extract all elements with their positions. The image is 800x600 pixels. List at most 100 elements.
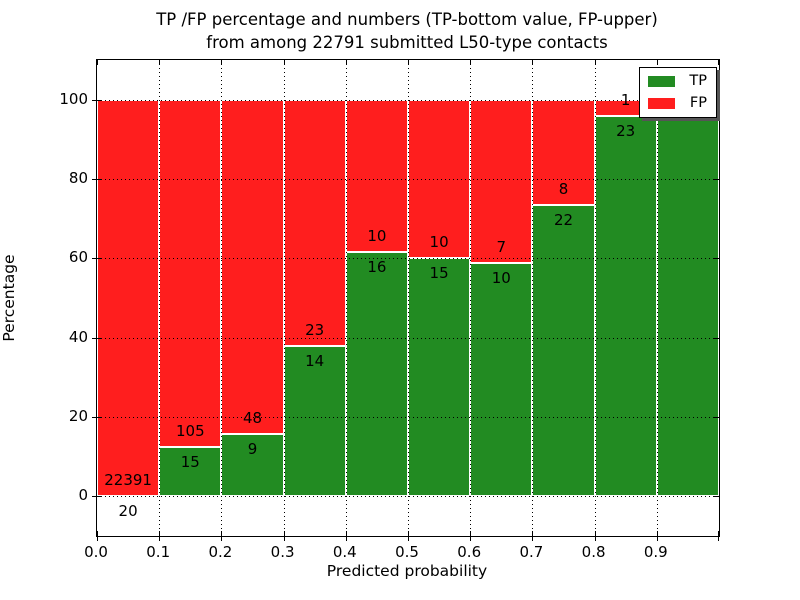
x-tick-mark — [159, 537, 161, 541]
x-tick-mark — [97, 537, 98, 541]
x-tick-mark-top — [345, 60, 347, 65]
y-tick-mark — [97, 99, 102, 101]
tp-bar-segment — [159, 446, 222, 497]
y-tick-label: 80 — [68, 169, 88, 187]
tp-count-label: 20 — [118, 501, 138, 520]
x-tick-label: 0.4 — [332, 543, 357, 561]
x-tick-mark — [159, 531, 161, 536]
x-tick-mark — [345, 537, 347, 541]
x-tick-mark — [283, 537, 285, 541]
vertical-gridline — [594, 60, 596, 536]
legend-swatch-fp — [648, 98, 675, 109]
y-tick-mark — [92, 496, 96, 498]
x-tick-mark — [594, 537, 596, 541]
tp-count-label: 15 — [180, 452, 200, 471]
legend-row: TP — [648, 74, 707, 89]
chart-title-line2: from among 22791 submitted L50-type cont… — [206, 33, 608, 52]
fp-bar-segment — [159, 99, 222, 447]
y-tick-mark-right — [714, 417, 719, 418]
tp-count-label: 9 — [247, 439, 258, 458]
y-tick-mark — [92, 417, 96, 418]
legend-label-fp: FP — [689, 95, 707, 111]
x-tick-mark — [718, 537, 719, 541]
fp-count-label: 23 — [305, 321, 325, 340]
y-tick-mark — [97, 179, 102, 180]
plot-area: TP FP 22391 20 105 15 48 9 23 14 10 16 10 15 7 10 8 22 1 2… — [92, 59, 720, 541]
y-tick-mark — [97, 417, 102, 418]
tp-count-label: 16 — [367, 258, 387, 277]
x-tick-mark — [532, 537, 534, 541]
vertical-gridline — [408, 60, 409, 536]
vertical-gridline — [532, 60, 534, 536]
x-tick-mark-top — [532, 60, 534, 65]
x-tick-label: 0.7 — [519, 543, 544, 561]
y-tick-mark-right — [714, 258, 719, 260]
x-tick-label: 0.1 — [146, 543, 171, 561]
y-tick-mark — [92, 179, 96, 180]
tp-bar-segment — [656, 99, 719, 497]
y-tick-mark — [92, 337, 96, 339]
vertical-gridline — [656, 60, 658, 536]
x-tick-mark — [345, 531, 347, 536]
vertical-gridline — [283, 60, 285, 536]
vertical-gridline — [159, 60, 161, 536]
y-tick-label: 40 — [68, 327, 88, 346]
y-tick-label: 100 — [59, 89, 88, 108]
fp-count-label: 10 — [367, 227, 387, 246]
fp-count-label: 22391 — [104, 470, 152, 489]
fp-count-label: 1 — [620, 91, 631, 110]
y-tick-mark — [92, 258, 96, 260]
tp-count-label: 23 — [616, 122, 636, 141]
y-tick-label: 20 — [68, 407, 88, 425]
tp-bar-segment — [283, 346, 346, 497]
tp-bar-segment — [470, 263, 533, 497]
x-tick-mark — [470, 537, 472, 541]
x-tick-label: 0.5 — [395, 543, 419, 561]
x-axis-label: Predicted probability — [326, 562, 488, 580]
x-tick-mark-top — [283, 60, 285, 65]
x-tick-mark — [470, 531, 472, 536]
x-tick-mark — [221, 537, 223, 541]
x-tick-mark — [718, 531, 719, 536]
x-tick-mark — [408, 531, 409, 536]
fp-bar-segment — [532, 99, 595, 206]
tp-count-label: 15 — [429, 264, 449, 283]
y-tick-mark-right — [714, 179, 719, 180]
x-tick-mark-top — [408, 60, 409, 65]
tp-bar-segment — [408, 258, 471, 497]
y-tick-mark — [97, 337, 102, 339]
fp-bar-segment — [221, 99, 284, 434]
x-tick-mark — [283, 531, 285, 536]
fp-count-label: 105 — [175, 421, 205, 440]
fp-bar-segment — [97, 99, 160, 496]
legend-swatch-tp — [648, 76, 675, 87]
y-tick-mark-right — [714, 337, 719, 339]
y-tick-label: 60 — [68, 248, 88, 267]
x-tick-mark — [97, 531, 98, 536]
x-tick-mark — [221, 531, 223, 536]
fp-count-label: 8 — [558, 180, 569, 199]
fp-bar-segment — [345, 99, 408, 253]
x-tick-mark — [656, 531, 658, 536]
fp-count-label: 10 — [429, 233, 449, 252]
x-tick-mark-top — [594, 60, 596, 65]
y-tick-mark — [92, 99, 96, 101]
legend: TP FP — [639, 67, 717, 118]
legend-label-tp: TP — [689, 73, 707, 89]
x-tick-mark — [408, 537, 409, 541]
tp-bar-segment — [345, 252, 408, 497]
x-tick-mark — [594, 531, 596, 536]
fp-bar-segment — [283, 99, 346, 347]
fp-bar-segment — [470, 99, 533, 263]
vertical-gridline — [345, 60, 347, 536]
x-tick-mark-top — [470, 60, 472, 65]
y-tick-mark — [97, 496, 102, 498]
y-tick-label: 0 — [78, 486, 88, 505]
x-tick-mark-top — [656, 60, 658, 65]
y-tick-mark — [97, 258, 102, 260]
chart-title-line1: TP /FP percentage and numbers (TP-bottom… — [156, 10, 658, 29]
tp-count-label: 10 — [491, 269, 511, 287]
vertical-gridline — [221, 60, 223, 536]
tp-bar-segment — [532, 205, 595, 497]
